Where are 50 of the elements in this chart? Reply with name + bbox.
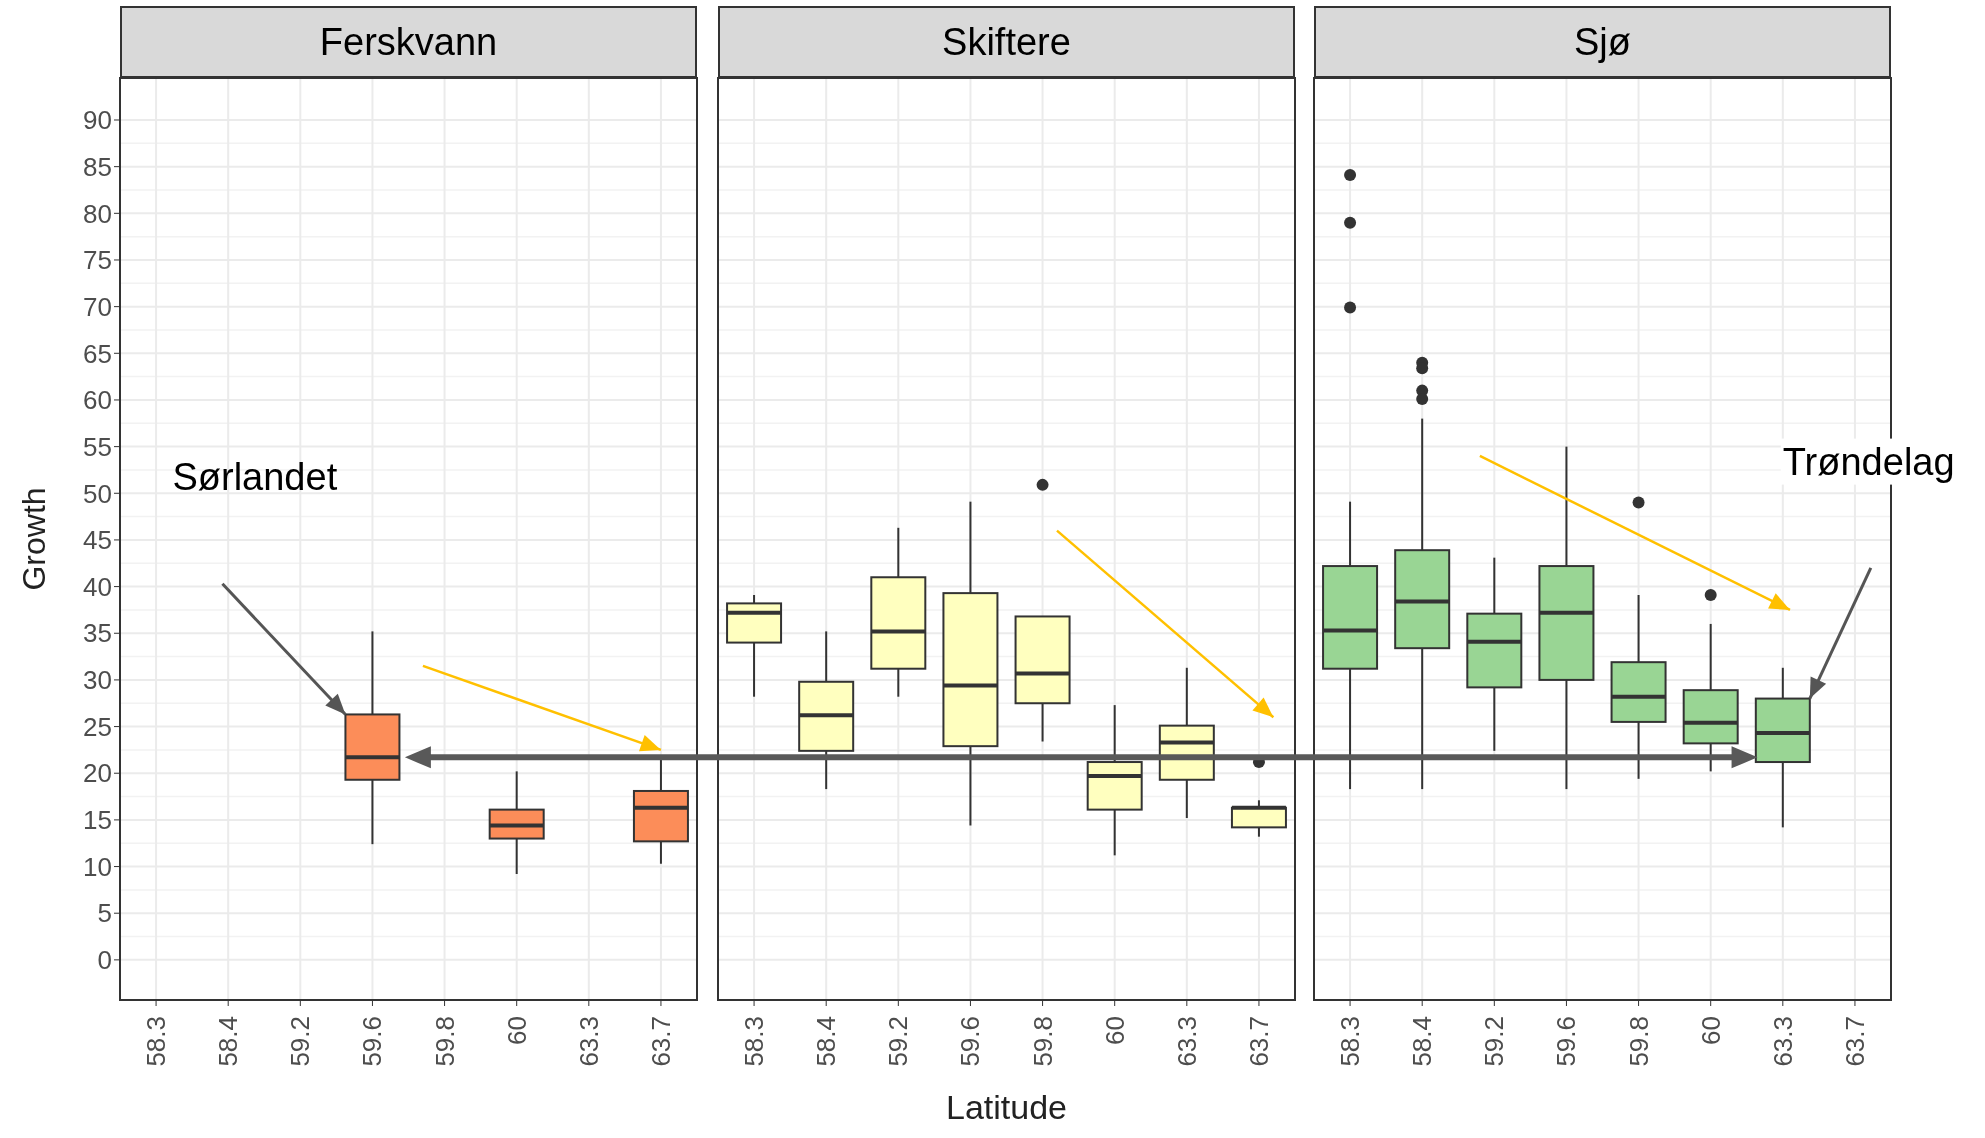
y-tick-label: 65: [83, 338, 112, 369]
y-tick-label: 45: [83, 525, 112, 556]
x-tick-label: 63.3: [1767, 1016, 1798, 1067]
x-tick-label: 60: [1695, 1016, 1726, 1045]
chart-title: Skiftere: [942, 20, 1071, 64]
y-tick-label: 15: [83, 805, 112, 836]
x-tick-label: 59.2: [285, 1016, 316, 1067]
y-tick-label: 30: [83, 665, 112, 696]
y-tick-label: 35: [83, 618, 112, 649]
x-tick-label: 59.6: [357, 1016, 388, 1067]
x-tick-label: 63.3: [573, 1016, 604, 1067]
x-tick-label: 63.7: [1243, 1016, 1274, 1067]
y-tick-label: 70: [83, 291, 112, 322]
x-tick-label: 59.8: [1623, 1016, 1654, 1067]
y-tick-label: 50: [83, 478, 112, 509]
y-tick-label: 80: [83, 198, 112, 229]
x-tick-label: 59.6: [1551, 1016, 1582, 1067]
annotation: Sørlandet: [172, 456, 338, 499]
x-tick-label: 58.4: [811, 1016, 842, 1067]
x-tick-label: 63.7: [645, 1016, 676, 1067]
x-tick-label: 60: [501, 1016, 532, 1045]
chart-title: Ferskvann: [319, 20, 498, 64]
x-tick-label: 63.3: [1171, 1016, 1202, 1067]
y-tick-label: 40: [83, 571, 112, 602]
y-tick-label: 5: [97, 898, 112, 929]
y-tick-label: 90: [83, 105, 112, 136]
x-tick-label: 58.4: [1407, 1016, 1438, 1067]
x-tick-label: 58.4: [213, 1016, 244, 1067]
y-tick-label: 60: [83, 385, 112, 416]
y-tick-label: 0: [97, 945, 112, 976]
x-tick-label: 59.2: [883, 1016, 914, 1067]
x-tick-label: 60: [1099, 1016, 1130, 1045]
y-tick-label: 10: [83, 851, 112, 882]
y-tick-label: 85: [83, 151, 112, 182]
x-tick-label: 58.3: [739, 1016, 770, 1067]
x-tick-label: 58.3: [1335, 1016, 1366, 1067]
y-tick-label: 75: [83, 245, 112, 276]
x-tick-label: 63.7: [1839, 1016, 1870, 1067]
x-axis-title: Latitude: [945, 1088, 1068, 1127]
y-axis-title: Growth: [16, 487, 53, 591]
y-tick-label: 25: [83, 711, 112, 742]
annotation: Trøndelag: [1782, 440, 1955, 483]
x-tick-label: 59.2: [1479, 1016, 1510, 1067]
x-tick-label: 58.3: [141, 1016, 172, 1067]
y-tick-label: 55: [83, 431, 112, 462]
x-tick-label: 59.8: [1027, 1016, 1058, 1067]
y-tick-label: 20: [83, 758, 112, 789]
chart-title: Sjø: [1574, 20, 1631, 64]
x-tick-label: 59.8: [429, 1016, 460, 1067]
x-tick-label: 59.6: [955, 1016, 986, 1067]
